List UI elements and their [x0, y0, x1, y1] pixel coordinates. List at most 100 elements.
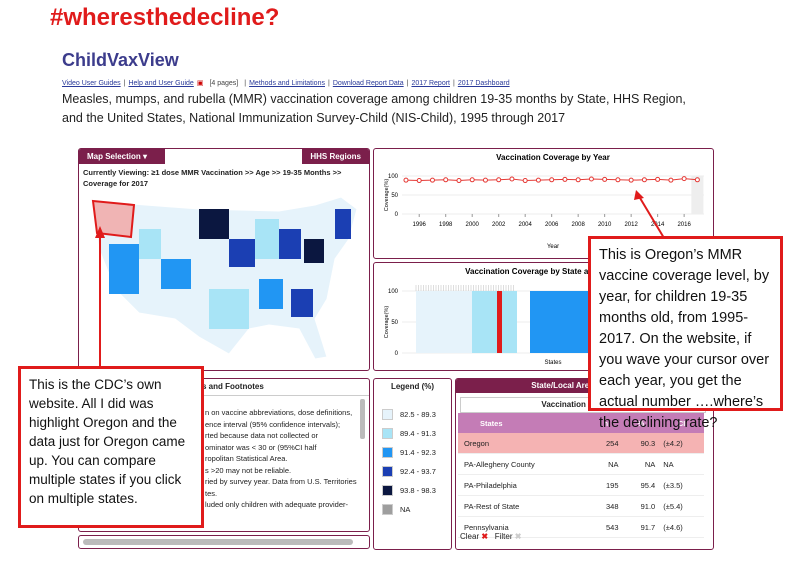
state: [139, 229, 161, 259]
note-line: ried by survey year. Data from U.S. Terr…: [205, 477, 357, 486]
y-tick-label: 100: [388, 174, 399, 180]
cell: NA: [608, 459, 619, 469]
note-line: rted because data not collected or: [205, 431, 318, 440]
y-axis-label: Coverage(%): [384, 306, 390, 339]
clear-button[interactable]: Clear: [460, 532, 480, 541]
x-axis-label: Year: [547, 244, 559, 250]
link[interactable]: 2017 Dashboard: [457, 80, 510, 87]
state: [229, 239, 255, 267]
x-tick-label: 1998: [439, 222, 453, 228]
legend-label: 89.4 - 91.3: [400, 429, 436, 438]
cell: PA-Allegheny County: [464, 459, 535, 469]
legend-item: NA: [382, 500, 436, 519]
cell: 95.4: [640, 480, 656, 490]
cell: 90.3: [640, 438, 656, 448]
table-row[interactable]: Oregon 254 90.3 (±4.2): [458, 433, 704, 454]
filter-button[interactable]: Filter: [494, 532, 513, 541]
note-line: luded only children with adequate provid…: [205, 500, 349, 509]
logo: ChildVaxView: [62, 50, 179, 70]
cell: 348: [605, 501, 619, 511]
point: [443, 177, 449, 183]
map-selection-button[interactable]: Map Selection ▾: [79, 149, 165, 164]
cell: (±5.4): [663, 501, 683, 511]
state: [161, 259, 191, 289]
link[interactable]: 2017 Report: [411, 80, 450, 87]
coverage-table: States n%CI Oregon 254 90.3 (±4.2) PA-Alleghen…: [458, 413, 704, 538]
legend-label: 91.4 - 92.3: [400, 448, 436, 457]
line-chart: Vaccination Coverage by Year Coverage(%) 0…: [384, 153, 704, 250]
point: [535, 177, 541, 183]
point: [681, 176, 687, 182]
oregon-highlight: [91, 199, 136, 239]
cell: 543: [605, 522, 619, 532]
state-chart: Vaccination Coverage by State and Local …: [384, 267, 704, 366]
cell: 91.7: [640, 522, 656, 532]
h-scroll[interactable]: [78, 535, 370, 549]
legend-label: 82.5 - 89.3: [400, 410, 436, 419]
table-row[interactable]: Pennsylvania 543 91.7 (±4.6): [458, 517, 704, 538]
legend-panel: Legend (%) 82.5 - 89.3 89.4 - 91.3 91.4 - …: [373, 378, 452, 550]
map-panel: Map Selection ▾ HHS Regions Currently Vi…: [78, 148, 370, 371]
table-row[interactable]: PA-Allegheny County NA NA NA: [458, 454, 704, 475]
x-tick-label: 2004: [519, 222, 533, 228]
x-tick-label: 2012: [624, 222, 638, 228]
x-tick-label: 2006: [545, 222, 559, 228]
point: [628, 177, 634, 183]
table-row[interactable]: PA-Rest of State 348 91.0 (±5.4): [458, 496, 704, 517]
point: [522, 178, 528, 184]
table-actions: Clear ✖ Filter ✖: [460, 532, 522, 541]
state: [335, 209, 351, 239]
point: [509, 176, 515, 182]
callout-right: This is Oregon’s MMR vaccine coverage le…: [588, 236, 783, 431]
scrollbar[interactable]: [360, 399, 365, 439]
point: [694, 177, 700, 183]
band: [497, 291, 502, 353]
description: Measles, mumps, and rubella (MMR) vaccin…: [62, 92, 686, 125]
chart-title: Vaccination Coverage by State and Local …: [465, 267, 641, 276]
y-tick-label: 50: [391, 193, 398, 199]
legend-item: 91.4 - 92.3: [382, 443, 436, 462]
button-label: Map Selection: [87, 152, 141, 161]
link-row: Video User Guides | Help and User Guide ▣ [4…: [62, 80, 510, 87]
legend-label: 92.4 - 93.7: [400, 467, 436, 476]
legend-label: 93.8 - 98.3: [400, 486, 436, 495]
cell: (±3.5): [663, 480, 683, 490]
cell: 91.0: [640, 501, 656, 511]
legend-item: 89.4 - 91.3: [382, 424, 436, 443]
legend-swatch: [382, 504, 393, 515]
point: [655, 176, 661, 182]
state: [209, 289, 249, 329]
notes-title: Notes and Footnotes: [79, 379, 369, 396]
point: [416, 178, 422, 184]
link[interactable]: Video User Guides: [62, 80, 121, 87]
x-axis-label: States: [544, 360, 561, 366]
arrow: [639, 197, 665, 239]
legend-swatch: [382, 428, 393, 439]
link[interactable]: Download Report Data: [332, 80, 404, 87]
header-row: States n%CI: [458, 413, 704, 433]
pdf-note: [4 pages]: [209, 80, 239, 87]
link[interactable]: Help and User Guide: [128, 80, 194, 87]
chart-title: Vaccination Coverage by Year: [496, 153, 610, 162]
point: [668, 177, 674, 183]
note-line: s >20 may not be reliable.: [205, 465, 292, 475]
arrowhead: [634, 190, 644, 200]
state: [109, 244, 139, 294]
cell: NA: [663, 459, 674, 469]
link[interactable]: Methods and Limitations: [249, 80, 325, 87]
headline: #wheresthedecline?: [50, 4, 280, 31]
year-chart-panel: Vaccination Coverage by Year Coverage(%) 0…: [373, 148, 714, 259]
viewing-path: Currently Viewing: ≥1 dose MMR Vaccinati…: [83, 168, 342, 188]
legend-label: NA: [400, 505, 411, 514]
y-tick-label: 50: [391, 320, 398, 326]
x-tick-label: 2010: [598, 222, 612, 228]
point: [615, 177, 621, 183]
hhs-regions-button[interactable]: HHS Regions: [302, 149, 369, 164]
table-row[interactable]: PA-Philadelphia 195 95.4 (±3.5): [458, 475, 704, 496]
note-line: ropolitan Statistical Area.: [205, 454, 288, 463]
state: [291, 289, 313, 317]
legend-items: 82.5 - 89.3 89.4 - 91.3 91.4 - 92.3 92.4 - …: [382, 405, 436, 519]
callout-left: This is the CDC’s own website. All I did…: [18, 366, 204, 528]
state: [255, 219, 279, 259]
